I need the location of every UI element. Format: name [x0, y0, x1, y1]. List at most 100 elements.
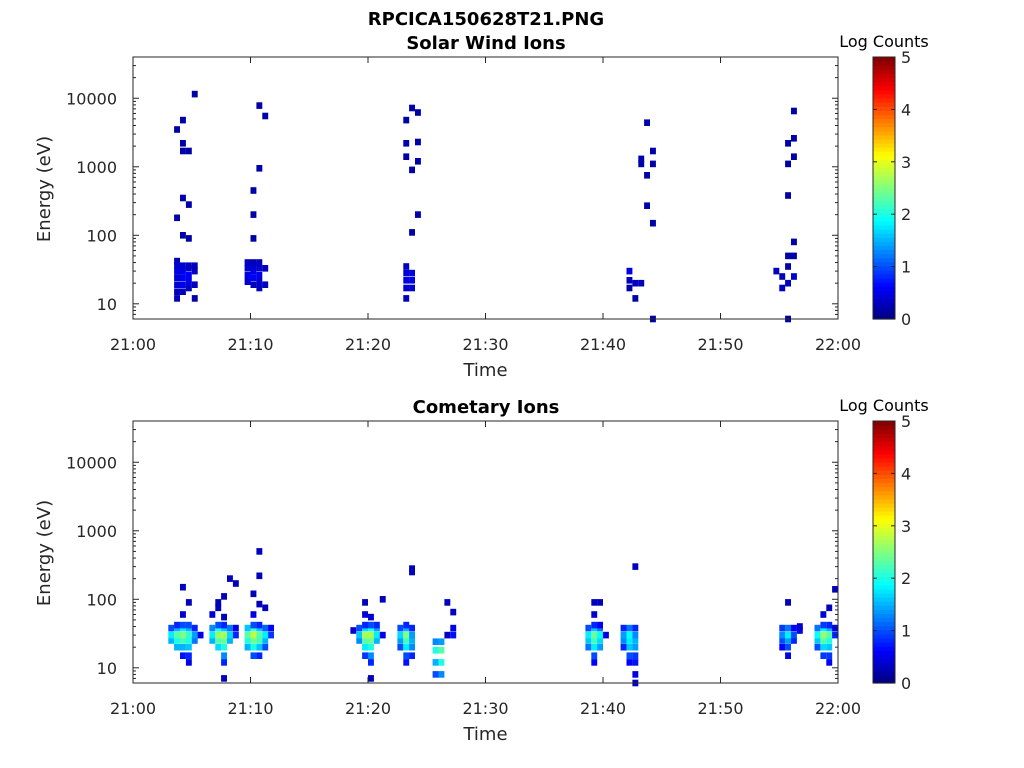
colorbar-segment — [873, 253, 895, 259]
heatmap-cell — [591, 599, 598, 606]
heatmap-cell — [591, 631, 598, 639]
heatmap-cell — [250, 652, 257, 659]
colorbar-segment — [873, 130, 895, 136]
heatmap-cell — [191, 631, 198, 639]
heatmap-cell — [256, 102, 263, 109]
heatmap-cell — [185, 621, 192, 629]
colorbar-segment — [873, 167, 895, 173]
x-tick-label: 22:00 — [815, 335, 861, 354]
heatmap-cell — [832, 586, 838, 593]
heatmap-cell — [826, 643, 833, 651]
heatmap-cell — [356, 624, 363, 632]
colorbar-segment — [873, 228, 895, 234]
heatmap-cell — [403, 263, 410, 270]
heatmap-cell — [268, 624, 274, 632]
heatmap-cell — [197, 631, 204, 639]
y-axis-ticks: 10 100 1000 10000 — [66, 56, 838, 320]
heatmap-cell — [180, 652, 186, 659]
heatmap-cell — [373, 637, 380, 644]
colorbar-segment — [873, 85, 895, 91]
heatmap-cell — [409, 652, 415, 659]
colorbar-segment — [873, 457, 895, 463]
colorbar-segment — [873, 666, 895, 672]
colorbar-segment — [873, 134, 895, 140]
colorbar-segment — [873, 601, 895, 606]
heatmap-cell — [250, 643, 257, 651]
heatmap-cell — [174, 262, 180, 269]
colorbar-segment — [873, 126, 895, 132]
heatmap-cell — [262, 604, 269, 612]
heatmap-cell — [185, 235, 192, 242]
colorbar-segment — [873, 249, 895, 255]
heatmap-cell — [209, 611, 216, 618]
heatmap-cell — [820, 652, 827, 659]
heatmap-cell — [791, 153, 797, 160]
heatmap-cell — [368, 675, 374, 682]
colorbar-segment — [873, 490, 895, 496]
colorbar-segment — [873, 539, 895, 545]
colorbar-segment — [873, 302, 895, 308]
heatmap-cell — [403, 631, 410, 639]
heatmap-cell — [591, 637, 598, 644]
heatmap-cell — [185, 659, 192, 666]
colorbar-segment — [873, 138, 895, 144]
heatmap-cell — [632, 295, 639, 302]
heatmap-cell — [244, 272, 251, 279]
heatmap-cell — [832, 624, 838, 632]
colorbar-segment — [873, 515, 895, 520]
heatmap-cell — [450, 631, 457, 639]
colorbar-segment — [873, 658, 895, 664]
heatmap-cell — [820, 643, 827, 651]
heatmap-cell — [256, 600, 263, 608]
colorbar-segment — [873, 208, 895, 214]
colorbar-tick-label: 4 — [901, 100, 911, 119]
colorbar-segment — [873, 175, 895, 181]
y-axis-label: Energy (eV) — [34, 500, 55, 606]
heatmap-cell — [174, 637, 180, 644]
heatmap-cell — [244, 624, 251, 632]
heatmap-cell — [626, 652, 633, 659]
x-tick-label: 21:20 — [345, 699, 391, 718]
x-tick-label: 21:20 — [345, 335, 391, 354]
heatmap-cell — [180, 140, 186, 147]
heatmap-cell — [632, 652, 639, 659]
heatmap-cell — [174, 274, 180, 281]
heatmap-cell — [409, 229, 415, 236]
heatmap-cell — [256, 652, 263, 659]
colorbar-segment — [873, 306, 895, 312]
colorbar-segment — [873, 97, 895, 103]
colorbar-segment — [873, 564, 895, 569]
colorbar-segment — [873, 662, 895, 668]
heatmap-cell — [826, 637, 833, 644]
colorbar-segment — [873, 425, 895, 430]
colorbar-segment — [873, 200, 895, 205]
heatmap-cell — [626, 277, 633, 284]
x-tick-label: 21:50 — [697, 699, 743, 718]
heatmap-cell — [779, 631, 786, 639]
colorbar-segment — [873, 568, 895, 574]
colorbar-segment — [873, 233, 895, 238]
heatmap-cell — [403, 284, 410, 292]
heatmap-cell — [185, 262, 192, 269]
heatmap-cell — [779, 284, 786, 292]
heatmap-cell — [368, 637, 374, 644]
heatmap-cell — [785, 252, 791, 260]
heatmap-cell — [180, 262, 186, 269]
heatmap-cell — [597, 643, 603, 651]
heatmap-cell — [438, 638, 445, 645]
colorbar-segment — [873, 77, 895, 83]
heatmap-cell — [180, 281, 186, 288]
heatmap-cell — [232, 580, 239, 587]
heatmap-cell — [591, 611, 598, 618]
heatmap-cell — [256, 572, 263, 580]
heatmap-cell — [168, 624, 175, 632]
colorbar-segment — [873, 543, 895, 549]
colorbar-segment — [873, 445, 895, 451]
colorbar-segment — [873, 547, 895, 553]
heatmap-cell — [403, 277, 410, 284]
heatmap-cell — [244, 278, 251, 285]
heatmap-cell — [644, 172, 650, 179]
heatmap-cell — [174, 295, 180, 302]
colorbar-segment — [873, 592, 895, 598]
heatmap-cell — [785, 637, 791, 644]
